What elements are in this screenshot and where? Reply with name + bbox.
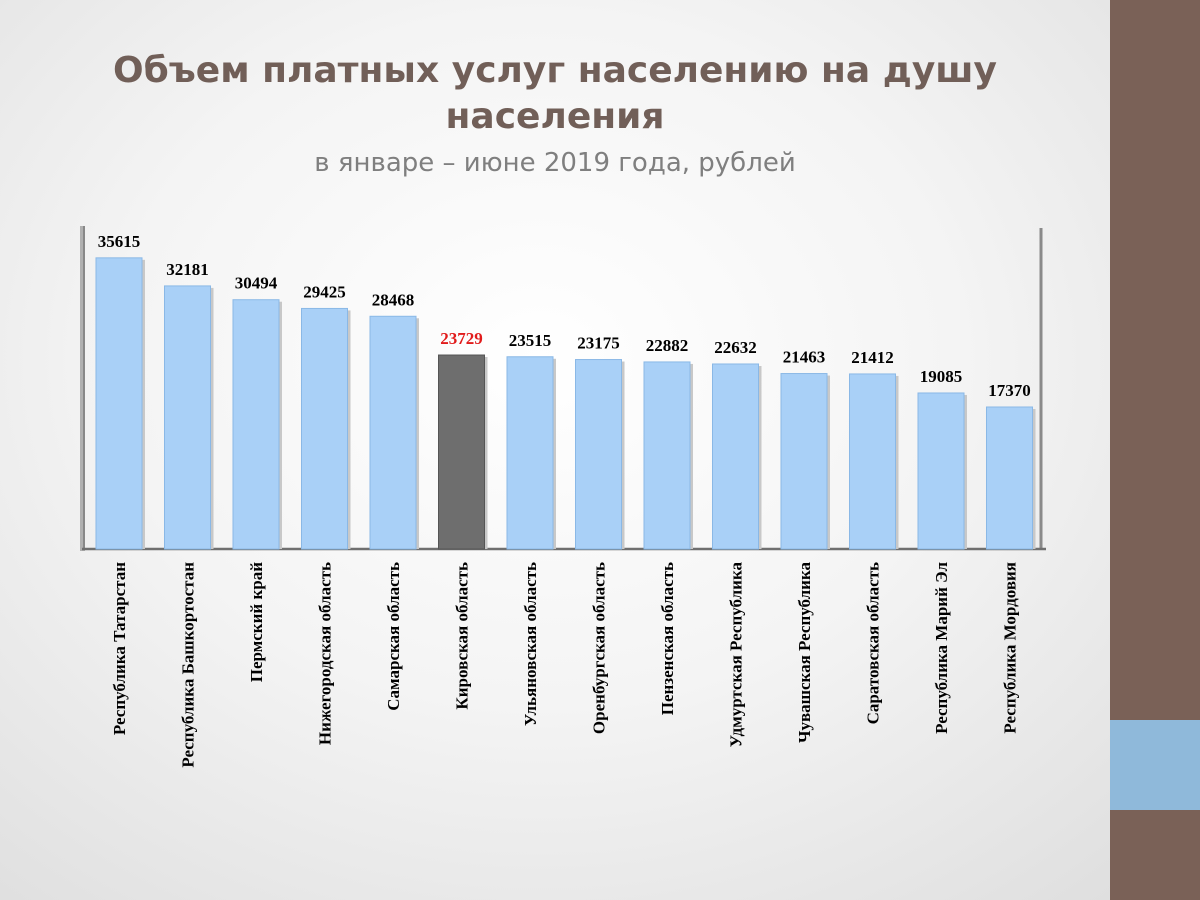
y-axis-wall (80, 226, 85, 551)
value-label: 23175 (577, 334, 620, 353)
category-label: Нижегородская область (316, 562, 335, 745)
value-label: 29425 (303, 282, 346, 301)
chart-axes (80, 226, 1046, 551)
value-label: 23515 (509, 331, 552, 350)
value-label: 30494 (235, 274, 278, 293)
bar (438, 354, 485, 550)
value-label: 22882 (646, 336, 689, 355)
bar (575, 359, 622, 550)
bar (849, 373, 896, 550)
side-decor-accent (1110, 720, 1200, 810)
bar (506, 356, 554, 550)
category-label: Республика Татарстан (110, 562, 129, 735)
value-label: 32181 (166, 260, 209, 279)
category-label: Ульяновская область (521, 562, 540, 726)
value-label: 22632 (714, 338, 757, 357)
category-label: Чувашская Республика (795, 562, 814, 744)
category-label: Республика Марий Эл (932, 562, 951, 734)
category-label: Удмуртская Республика (727, 562, 746, 748)
bar (164, 285, 211, 550)
chart-title: Объем платных услуг населению на душу на… (112, 50, 997, 137)
value-label: 17370 (988, 381, 1031, 400)
bar (986, 406, 1033, 550)
value-label: 35615 (98, 232, 141, 251)
value-label: 28468 (372, 290, 415, 309)
value-labels: 35615 32181 30494 29425 28468 23729 23515 23175… (98, 232, 1031, 400)
category-label: Оренбургская область (590, 562, 609, 734)
value-label: 21463 (783, 348, 826, 367)
chart-bars (95, 257, 1036, 550)
bar (643, 361, 691, 550)
category-label: Пермский край (247, 562, 266, 682)
category-label: Саратовская область (864, 562, 883, 724)
bar (369, 315, 417, 550)
bar (917, 392, 965, 550)
category-label: Республика Мордовия (1001, 562, 1020, 734)
bar (301, 307, 348, 550)
bar (232, 299, 280, 550)
value-label: 19085 (920, 367, 963, 386)
bar (95, 257, 143, 550)
category-label: Пензенская область (658, 562, 677, 715)
category-labels: Республика Татарстан Республика Башкортос… (110, 562, 1020, 768)
value-label: 21412 (851, 348, 894, 367)
title-block: Объем платных услуг населению на душу на… (0, 48, 1110, 178)
value-label: 23729 (440, 329, 483, 348)
chart-subtitle: в январе – июне 2019 года, рублей (314, 148, 796, 178)
category-label: Кировская область (453, 562, 472, 710)
category-label: Республика Башкортостан (179, 562, 198, 768)
bar (780, 373, 828, 550)
bar-chart: 35615 32181 30494 29425 28468 23729 23515 23175… (80, 226, 1046, 768)
category-label: Самарская область (384, 562, 403, 711)
bar (712, 363, 759, 550)
